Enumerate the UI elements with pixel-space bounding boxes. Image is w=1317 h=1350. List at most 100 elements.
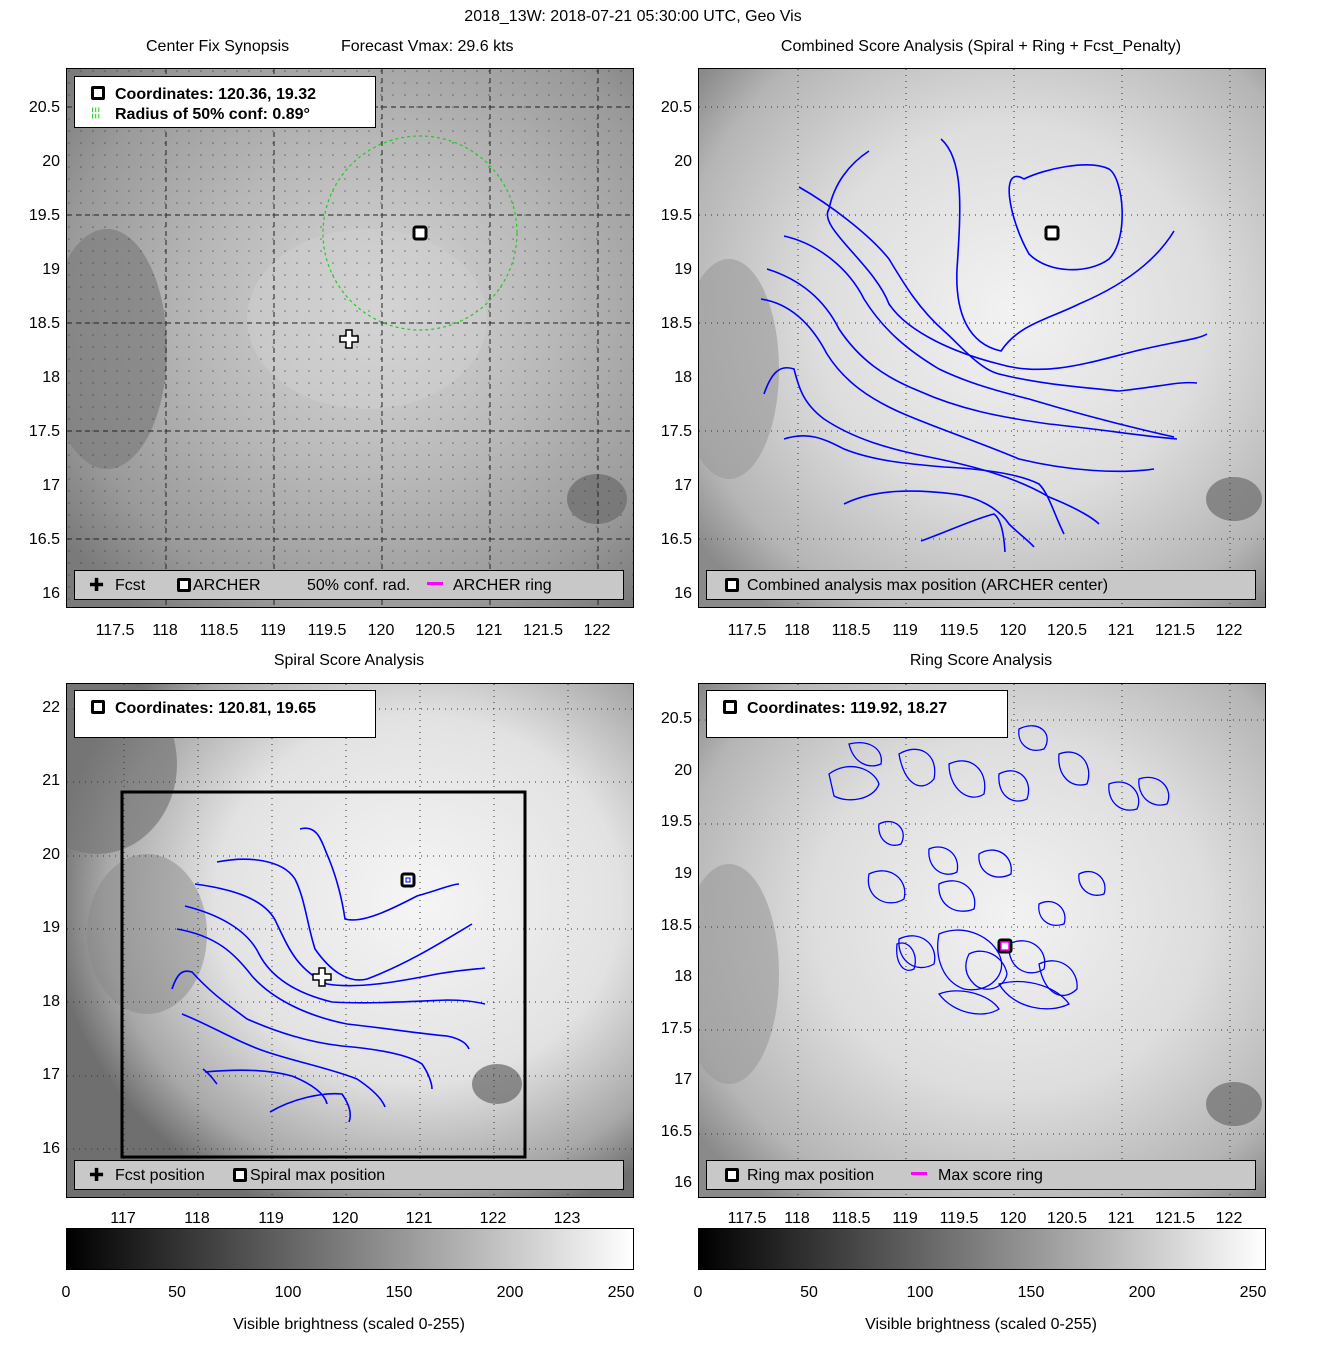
br-ytick: 17	[674, 1071, 692, 1088]
tl-legend: ✚ Fcst ARCHER 50% conf. rad. ARCHER ring	[74, 570, 624, 600]
br-xtick: 119.5	[939, 1210, 979, 1227]
tl-xtick: 119.5	[307, 622, 347, 639]
right-colorbar-tick: 250	[1239, 1284, 1267, 1301]
tr-archer-marker	[1044, 225, 1060, 241]
bl-ytick: 21	[42, 772, 60, 789]
bl-search-box	[120, 790, 527, 1159]
bl-xtick: 121	[405, 1210, 433, 1227]
br-contours	[828, 725, 1170, 1015]
tl-image	[66, 68, 634, 608]
br-legend-ring-max: Ring max position	[747, 1167, 875, 1184]
br-ring-max-marker	[997, 938, 1013, 954]
bl-xtick: 118	[184, 1210, 210, 1227]
right-colorbar-label: Visible brightness (scaled 0-255)	[865, 1316, 1097, 1333]
br-ytick: 18	[674, 968, 692, 985]
tr-ytick: 17	[674, 477, 692, 494]
tl-info-radius: Radius of 50% conf: 0.89°	[115, 106, 310, 123]
tl-info-archer-symbol	[91, 86, 105, 100]
br-ytick: 16.5	[660, 1123, 692, 1140]
bl-fcst-marker	[312, 967, 332, 987]
br-info-coords: Coordinates: 119.92, 18.27	[747, 700, 948, 717]
tr-xtick: 121	[1107, 622, 1135, 639]
bl-contours	[171, 827, 486, 1123]
tl-ytick: 19.5	[28, 207, 60, 224]
tl-ytick: 20.5	[28, 99, 60, 116]
bl-ytick: 17	[42, 1066, 60, 1083]
tl-xtick: 117.5	[95, 622, 135, 639]
bl-ytick: 22	[42, 699, 60, 716]
br-ytick: 18.5	[660, 917, 692, 934]
tl-xtick: 121.5	[522, 622, 564, 639]
right-colorbar-tick: 100	[906, 1284, 934, 1301]
tr-ytick: 18	[674, 369, 692, 386]
bl-ytick: 18	[42, 993, 60, 1010]
tr-legend-combined: Combined analysis max position (ARCHER c…	[747, 577, 1109, 594]
tl-ytick: 16.5	[28, 531, 60, 548]
tr-xtick: 119	[892, 622, 918, 639]
br-info-ring-symbol	[723, 700, 737, 714]
left-colorbar-tick: 250	[607, 1284, 635, 1301]
br-xtick: 118	[784, 1210, 810, 1227]
bl-legend-spiral-symbol	[233, 1168, 247, 1182]
br-xtick: 120	[999, 1210, 1027, 1227]
tr-xtick: 119.5	[939, 622, 979, 639]
tl-archer-marker	[412, 225, 428, 241]
left-colorbar-label: Visible brightness (scaled 0-255)	[233, 1316, 465, 1333]
right-colorbar-tick: 150	[1017, 1284, 1045, 1301]
bl-legend-fcst: Fcst position	[115, 1167, 205, 1184]
bl-info-spiral-symbol	[91, 700, 105, 714]
tl-ytick: 20	[42, 153, 60, 170]
br-xtick: 120.5	[1046, 1210, 1088, 1227]
tl-xtick: 119	[260, 622, 286, 639]
tl-legend-fcst: Fcst	[115, 577, 146, 594]
tr-xtick: 121.5	[1154, 622, 1196, 639]
br-title: Ring Score Analysis	[909, 652, 1053, 669]
bl-xtick: 117	[110, 1210, 136, 1227]
tr-xtick: 120.5	[1046, 622, 1088, 639]
bl-ytick: 20	[42, 846, 60, 863]
bl-ytick: 16	[42, 1140, 60, 1157]
bl-spiral-max-marker	[400, 872, 416, 888]
tl-ytick: 19	[42, 261, 60, 278]
br-legend: Ring max position Max score ring	[706, 1160, 1256, 1190]
tr-ytick: 18.5	[660, 315, 692, 332]
tr-xtick: 120	[999, 622, 1027, 639]
bl-xtick: 120	[331, 1210, 359, 1227]
tl-ytick: 16	[42, 585, 60, 602]
br-xtick: 118.5	[831, 1210, 871, 1227]
tl-ytick: 18.5	[28, 315, 60, 332]
tl-xtick: 120.5	[414, 622, 456, 639]
bl-legend: ✚ Fcst position Spiral max position	[74, 1160, 624, 1190]
tr-ytick: 17.5	[660, 423, 692, 440]
tl-legend-ring: ARCHER ring	[453, 577, 552, 594]
left-colorbar	[66, 1228, 634, 1270]
tl-conf-circle	[322, 135, 518, 331]
br-ytick: 19	[674, 865, 692, 882]
tl-info-box: Coordinates: 120.36, 19.32 ¦¦¦ Radius of…	[74, 76, 376, 128]
br-xtick: 121	[1107, 1210, 1135, 1227]
bl-title: Spiral Score Analysis	[273, 652, 425, 669]
bl-info-coords: Coordinates: 120.81, 19.65	[115, 700, 316, 717]
tl-fcst-marker	[339, 329, 359, 349]
tl-xtick: 122	[583, 622, 611, 639]
tl-legend-archer-symbol	[177, 578, 191, 592]
tl-xtick: 120	[367, 622, 395, 639]
tl-title-left: Center Fix Synopsis	[146, 38, 290, 55]
br-xtick: 117.5	[727, 1210, 767, 1227]
tl-xtick: 118	[152, 622, 178, 639]
br-legend-score-ring-symbol	[911, 1172, 927, 1175]
bl-xtick: 123	[553, 1210, 581, 1227]
tl-ytick: 18	[42, 369, 60, 386]
br-ytick: 16	[674, 1174, 692, 1191]
br-xtick: 121.5	[1154, 1210, 1196, 1227]
right-colorbar-tick: 0	[693, 1284, 703, 1301]
left-colorbar-tick: 200	[496, 1284, 524, 1301]
tr-image	[698, 68, 1266, 608]
br-ytick: 19.5	[660, 813, 692, 830]
tr-legend-archer-symbol	[725, 578, 739, 592]
br-ytick: 20	[674, 762, 692, 779]
figure-suptitle: 2018_13W: 2018-07-21 05:30:00 UTC, Geo V…	[464, 8, 802, 25]
tr-ytick: 20	[674, 153, 692, 170]
tr-title: Combined Score Analysis (Spiral + Ring +…	[780, 38, 1182, 55]
tl-legend-archer: ARCHER	[193, 577, 261, 594]
